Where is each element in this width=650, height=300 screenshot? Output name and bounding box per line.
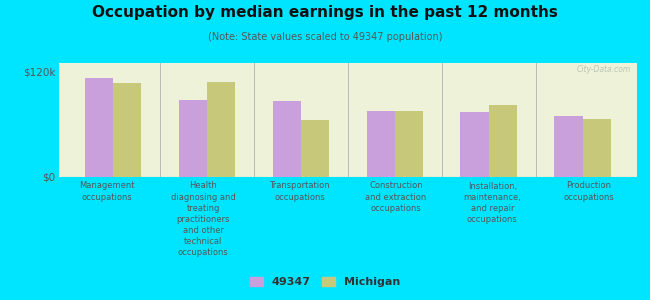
Text: City-Data.com: City-Data.com — [577, 65, 631, 74]
Bar — [367, 111, 395, 177]
Text: Occupation by median earnings in the past 12 months: Occupation by median earnings in the pas… — [92, 4, 558, 20]
Bar — [272, 101, 301, 177]
Text: Health
diagnosing and
treating
practitioners
and other
technical
occupations: Health diagnosing and treating practitio… — [171, 182, 235, 257]
Bar — [84, 78, 113, 177]
Bar — [582, 119, 611, 177]
Bar — [460, 112, 489, 177]
Text: Transportation
occupations: Transportation occupations — [269, 182, 330, 202]
Text: Production
occupations: Production occupations — [564, 182, 614, 202]
Text: Installation,
maintenance,
and repair
occupations: Installation, maintenance, and repair oc… — [463, 182, 521, 224]
Bar — [113, 83, 141, 177]
Text: (Note: State values scaled to 49347 population): (Note: State values scaled to 49347 popu… — [208, 32, 442, 41]
Text: Construction
and extraction
occupations: Construction and extraction occupations — [365, 182, 426, 213]
Bar — [554, 116, 582, 177]
Bar — [395, 111, 423, 177]
Bar — [489, 105, 517, 177]
Legend: 49347, Michigan: 49347, Michigan — [245, 272, 405, 291]
Bar — [179, 100, 207, 177]
Bar — [207, 82, 235, 177]
Bar — [301, 120, 329, 177]
Text: Management
occupations: Management occupations — [79, 182, 135, 202]
